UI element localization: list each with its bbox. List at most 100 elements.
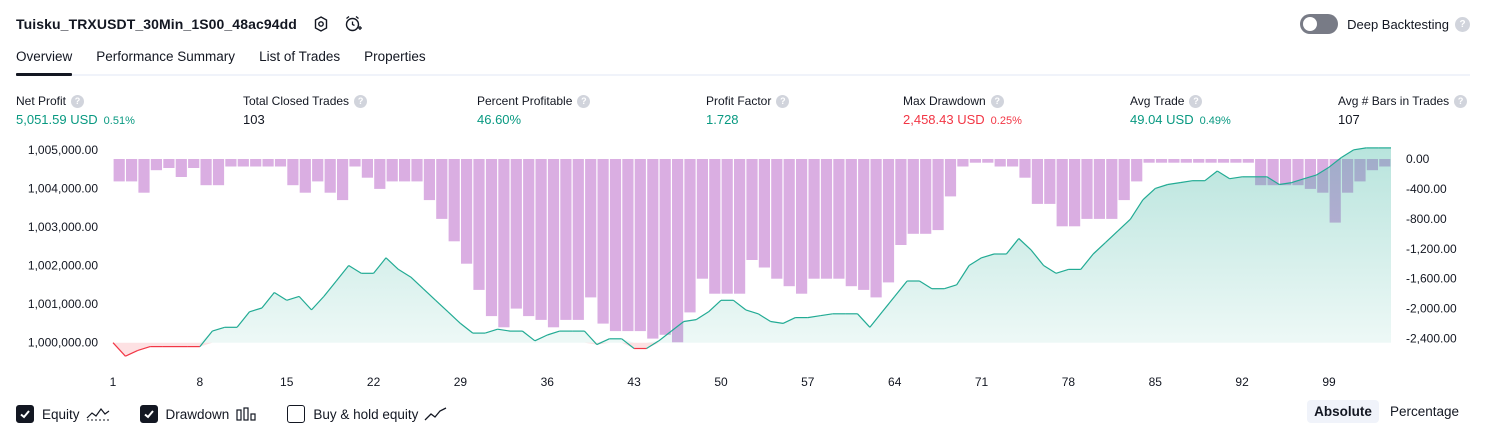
drawdown-bar — [523, 159, 535, 317]
equity-toggle[interactable]: Equity — [16, 405, 110, 423]
info-icon[interactable]: ? — [1189, 94, 1203, 108]
equity-line-segment — [1353, 147, 1367, 151]
drawdown-bars-icon — [235, 406, 257, 422]
metric-net-profit: Net Profit? 5,051.59 USD 0.51% — [16, 92, 135, 127]
drawdown-bar — [721, 159, 733, 294]
drawdown-bar — [1131, 159, 1143, 182]
equity-line-icon — [86, 406, 110, 422]
equity-line-segment — [1229, 176, 1243, 180]
equity-line-segment — [1204, 170, 1218, 182]
drawdown-bar — [746, 159, 758, 260]
drawdown-bar — [411, 159, 423, 182]
absolute-mode-button[interactable]: Absolute — [1307, 400, 1379, 423]
settings-icon[interactable] — [311, 14, 331, 34]
equity-line-segment — [311, 295, 325, 311]
equity-checkbox[interactable] — [16, 405, 34, 423]
metric-percent-profitable: Percent Profitable? 46.60% — [477, 92, 591, 127]
drawdown-bar — [337, 159, 349, 201]
info-icon[interactable]: ? — [577, 94, 591, 108]
drawdown-bar — [1292, 159, 1304, 186]
tab-overview[interactable]: Overview — [16, 46, 73, 76]
drawdown-bar — [237, 159, 249, 167]
tab-properties[interactable]: Properties — [364, 49, 426, 64]
deep-backtesting-toggle[interactable] — [1300, 14, 1339, 34]
equity-line-segment — [199, 330, 213, 347]
equity-line-segment — [770, 320, 784, 324]
drawdown-bar — [796, 159, 808, 294]
drawdown-bar — [150, 159, 162, 171]
tab-performance-summary[interactable]: Performance Summary — [96, 49, 236, 64]
metric-label: Profit Factor — [706, 94, 772, 108]
left-axis-tick-label: 1,004,000.00 — [28, 181, 98, 195]
help-icon[interactable]: ? — [1455, 16, 1470, 32]
drawdown-bar — [1230, 159, 1242, 163]
drawdown-bar — [957, 159, 969, 167]
metric-avg-trade: Avg Trade? 49.04 USD 0.49% — [1130, 92, 1231, 127]
drawdown-bar — [944, 159, 957, 197]
drawdown-bar — [808, 159, 820, 279]
drawdown-bar — [262, 159, 274, 167]
equity-line-segment — [658, 330, 672, 342]
drawdown-bar — [1255, 159, 1267, 186]
drawdown-bar — [1267, 159, 1279, 186]
equity-line-segment — [1155, 183, 1168, 189]
drawdown-bar — [1093, 159, 1105, 219]
buy-hold-toggle[interactable]: Buy & hold equity — [287, 405, 448, 423]
drawdown-bar — [907, 159, 919, 234]
equity-line-segment — [1055, 268, 1069, 274]
equity-line-segment — [981, 253, 995, 259]
equity-line-segment — [1043, 264, 1057, 274]
percentage-mode-button[interactable]: Percentage — [1389, 404, 1459, 419]
drawdown-bar — [1106, 159, 1118, 219]
add-alert-icon[interactable] — [343, 14, 363, 34]
drawdown-bar — [920, 159, 932, 234]
metric-value: 5,051.59 USD — [16, 112, 98, 127]
metric-label: Percent Profitable — [477, 94, 573, 108]
drawdown-bar — [969, 159, 981, 163]
drawdown-bar — [138, 159, 150, 193]
x-axis-tick-label: 43 — [627, 375, 641, 389]
equity-line-segment — [1105, 230, 1119, 243]
drawdown-bar — [1143, 159, 1155, 163]
metric-label: Avg # Bars in Trades — [1338, 94, 1450, 108]
drawdown-bar — [349, 159, 361, 167]
metric-avg-bars-in-trades: Avg # Bars in Trades? 107 — [1338, 92, 1468, 127]
equity-label: Equity — [42, 406, 80, 422]
drawdown-bar — [287, 159, 299, 186]
drawdown-bar — [895, 159, 907, 245]
drawdown-bar — [1217, 159, 1230, 163]
info-icon[interactable]: ? — [1454, 94, 1468, 108]
equity-line-segment — [547, 330, 560, 336]
equity-line-segment — [422, 288, 437, 301]
right-axis-tick-label: -400.00 — [1406, 182, 1447, 196]
buy-hold-checkbox[interactable] — [287, 405, 306, 423]
equity-line-segment — [1129, 199, 1144, 220]
drawdown-bar — [163, 159, 175, 168]
tab-list-of-trades[interactable]: List of Trades — [259, 49, 341, 64]
info-icon[interactable]: ? — [990, 94, 1004, 108]
equity-line-segment — [1316, 166, 1330, 176]
equity-line-segment — [919, 280, 933, 290]
drawdown-bar — [1242, 159, 1254, 163]
header: Tuisku_TRXUSDT_30Min_1S00_48ac94dd — [16, 12, 363, 36]
drawdown-bar — [1056, 159, 1068, 227]
equity-line-segment — [335, 265, 350, 282]
drawdown-toggle[interactable]: Drawdown — [139, 405, 258, 423]
equity-line-segment — [348, 264, 362, 274]
drawdown-bar — [1044, 159, 1056, 204]
info-icon[interactable]: ? — [354, 94, 368, 108]
drawdown-bar — [709, 159, 721, 294]
info-icon[interactable]: ? — [776, 94, 790, 108]
equity-line-segment — [807, 315, 821, 319]
info-icon[interactable]: ? — [71, 94, 85, 108]
drawdown-bar — [932, 159, 944, 231]
x-axis-tick-label: 99 — [1322, 375, 1336, 389]
equity-line-segment — [733, 299, 747, 311]
metric-value: 107 — [1338, 112, 1360, 127]
equity-line-segment — [534, 334, 548, 342]
equity-line-segment — [112, 342, 126, 357]
x-axis-tick-label: 1 — [110, 375, 117, 389]
drawdown-checkbox[interactable] — [139, 405, 158, 423]
equity-line-segment — [137, 346, 151, 351]
drawdown-bar — [622, 159, 634, 332]
